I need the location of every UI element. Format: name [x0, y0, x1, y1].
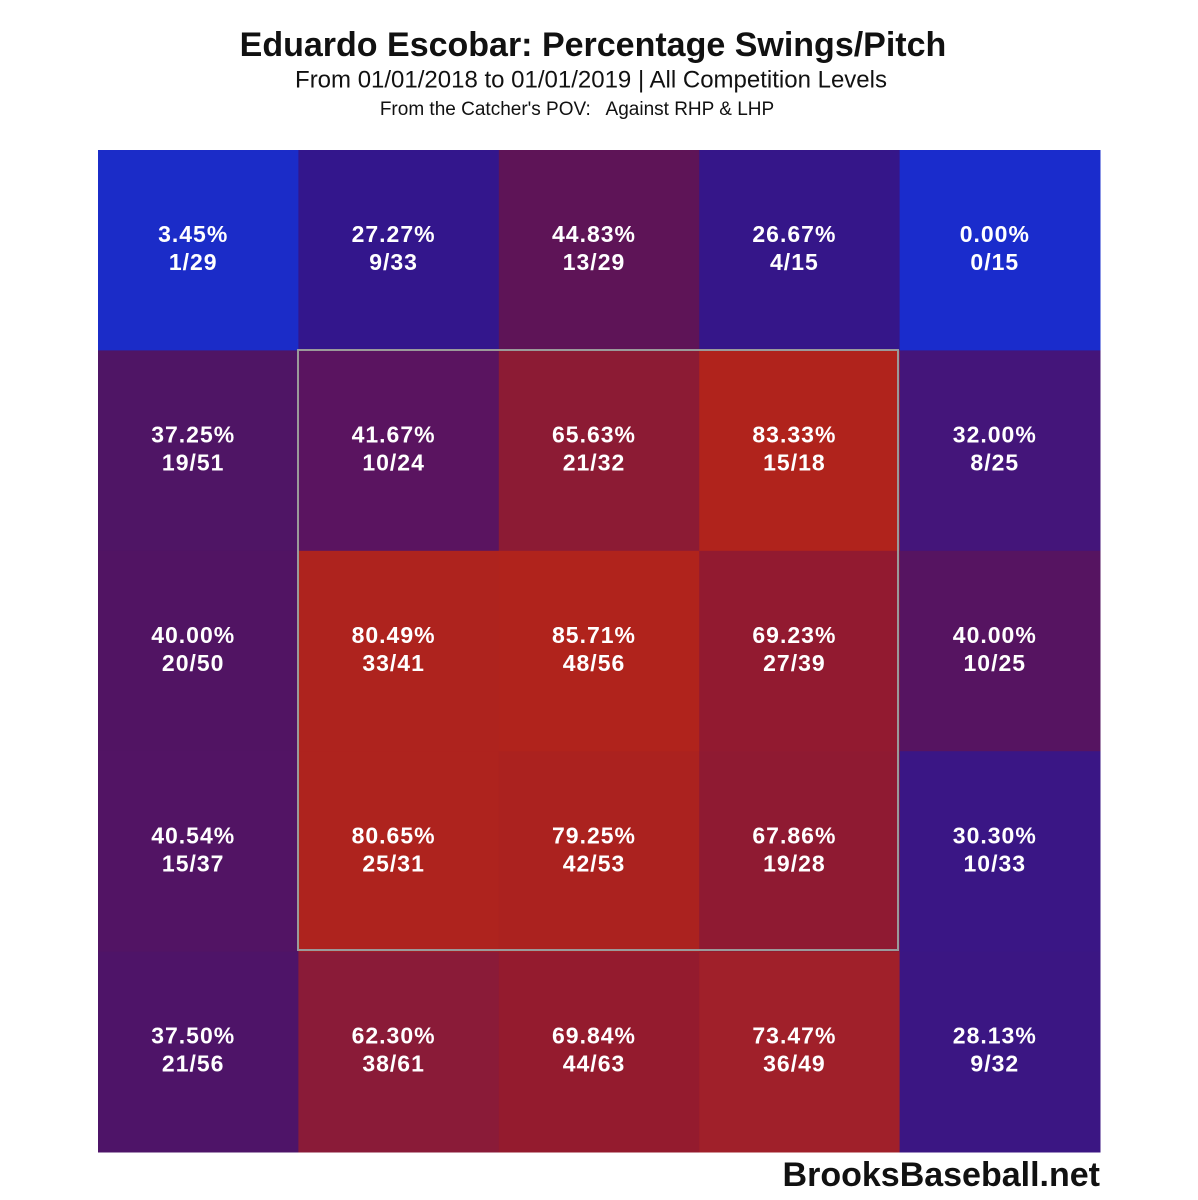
- cell-count: 19/51: [162, 449, 225, 475]
- cell-count: 15/37: [162, 850, 225, 876]
- cell-percent: 83.33%: [752, 421, 836, 447]
- heat-cell: [699, 150, 901, 351]
- chart-title: Eduardo Escobar: Percentage Swings/Pitch: [240, 26, 947, 64]
- cell-count: 27/39: [763, 650, 826, 676]
- cell-percent: 80.65%: [352, 822, 436, 848]
- heat-cell: [98, 751, 299, 953]
- cell-percent: 40.00%: [151, 622, 235, 648]
- cell-percent: 28.13%: [953, 1023, 1037, 1049]
- heat-cell: [498, 751, 700, 953]
- cell-count: 8/25: [970, 449, 1019, 475]
- cell-count: 0/15: [970, 249, 1019, 275]
- cell-count: 13/29: [563, 249, 626, 275]
- cell-percent: 30.30%: [953, 822, 1037, 848]
- heat-cell: [98, 550, 299, 752]
- cell-percent: 69.23%: [752, 622, 836, 648]
- heat-cell: [98, 350, 299, 552]
- cell-count: 25/31: [362, 850, 425, 876]
- strike-zone: [297, 349, 899, 951]
- heat-cell: [298, 550, 500, 752]
- cell-count: 21/32: [563, 449, 626, 475]
- cell-percent: 44.83%: [552, 221, 636, 247]
- heat-cell: [498, 550, 700, 752]
- heat-cell: [699, 550, 901, 752]
- cell-count: 9/33: [369, 249, 418, 275]
- cell-percent: 67.86%: [752, 822, 836, 848]
- cell-percent: 0.00%: [960, 221, 1030, 247]
- cell-percent: 73.47%: [752, 1023, 836, 1049]
- cell-count: 20/50: [162, 650, 225, 676]
- cell-percent: 27.27%: [352, 221, 436, 247]
- cell-percent: 69.84%: [552, 1023, 636, 1049]
- cell-count: 10/33: [964, 850, 1027, 876]
- cell-count: 38/61: [362, 1051, 425, 1077]
- heat-cell: [699, 751, 901, 953]
- cell-percent: 79.25%: [552, 822, 636, 848]
- cell-count: 4/15: [770, 249, 819, 275]
- cell-percent: 37.25%: [151, 421, 235, 447]
- heat-cell: [899, 150, 1101, 351]
- cell-count: 1/29: [169, 249, 218, 275]
- heat-cell: [98, 150, 299, 351]
- cell-count: 10/25: [964, 650, 1027, 676]
- heat-cell: [899, 951, 1101, 1153]
- cell-percent: 37.50%: [151, 1023, 235, 1049]
- source-label: BrooksBaseball.net: [783, 1156, 1100, 1194]
- cell-percent: 3.45%: [158, 221, 228, 247]
- heat-cell: [498, 350, 700, 552]
- heat-cell: [298, 150, 500, 351]
- heat-cell: [98, 951, 299, 1153]
- heat-cell: [899, 751, 1101, 953]
- cell-count: 36/49: [763, 1051, 826, 1077]
- chart-note: From the Catcher's POV: Against RHP & LH…: [380, 99, 774, 120]
- cell-percent: 80.49%: [352, 622, 436, 648]
- cell-count: 15/18: [763, 449, 826, 475]
- cell-percent: 40.54%: [151, 822, 235, 848]
- heat-cell: [699, 350, 901, 552]
- cell-count: 19/28: [763, 850, 826, 876]
- cell-count: 44/63: [563, 1051, 626, 1077]
- heat-cell: [699, 951, 901, 1153]
- heat-cell: [298, 350, 500, 552]
- cell-count: 48/56: [563, 650, 626, 676]
- heat-cell: [298, 951, 500, 1153]
- cell-percent: 41.67%: [352, 421, 436, 447]
- heatmap-grid: 3.45%1/29 27.27%9/33 44.83%13/29 26.67%4/15…: [98, 150, 1101, 1153]
- cell-count: 42/53: [563, 850, 626, 876]
- chart-subtitle: From 01/01/2018 to 01/01/2019 | All Comp…: [295, 66, 887, 93]
- cell-count: 10/24: [362, 449, 425, 475]
- cell-percent: 40.00%: [953, 622, 1037, 648]
- heat-cell: [498, 150, 700, 351]
- cell-percent: 65.63%: [552, 421, 636, 447]
- cell-percent: 32.00%: [953, 421, 1037, 447]
- heat-cell: [899, 550, 1101, 752]
- heat-cell: [298, 751, 500, 953]
- cell-percent: 62.30%: [352, 1023, 436, 1049]
- cell-count: 21/56: [162, 1051, 225, 1077]
- cell-percent: 26.67%: [752, 221, 836, 247]
- cell-percent: 85.71%: [552, 622, 636, 648]
- heat-cell: [498, 951, 700, 1153]
- cell-count: 9/32: [970, 1051, 1019, 1077]
- heat-cell: [899, 350, 1101, 552]
- cell-count: 33/41: [362, 650, 425, 676]
